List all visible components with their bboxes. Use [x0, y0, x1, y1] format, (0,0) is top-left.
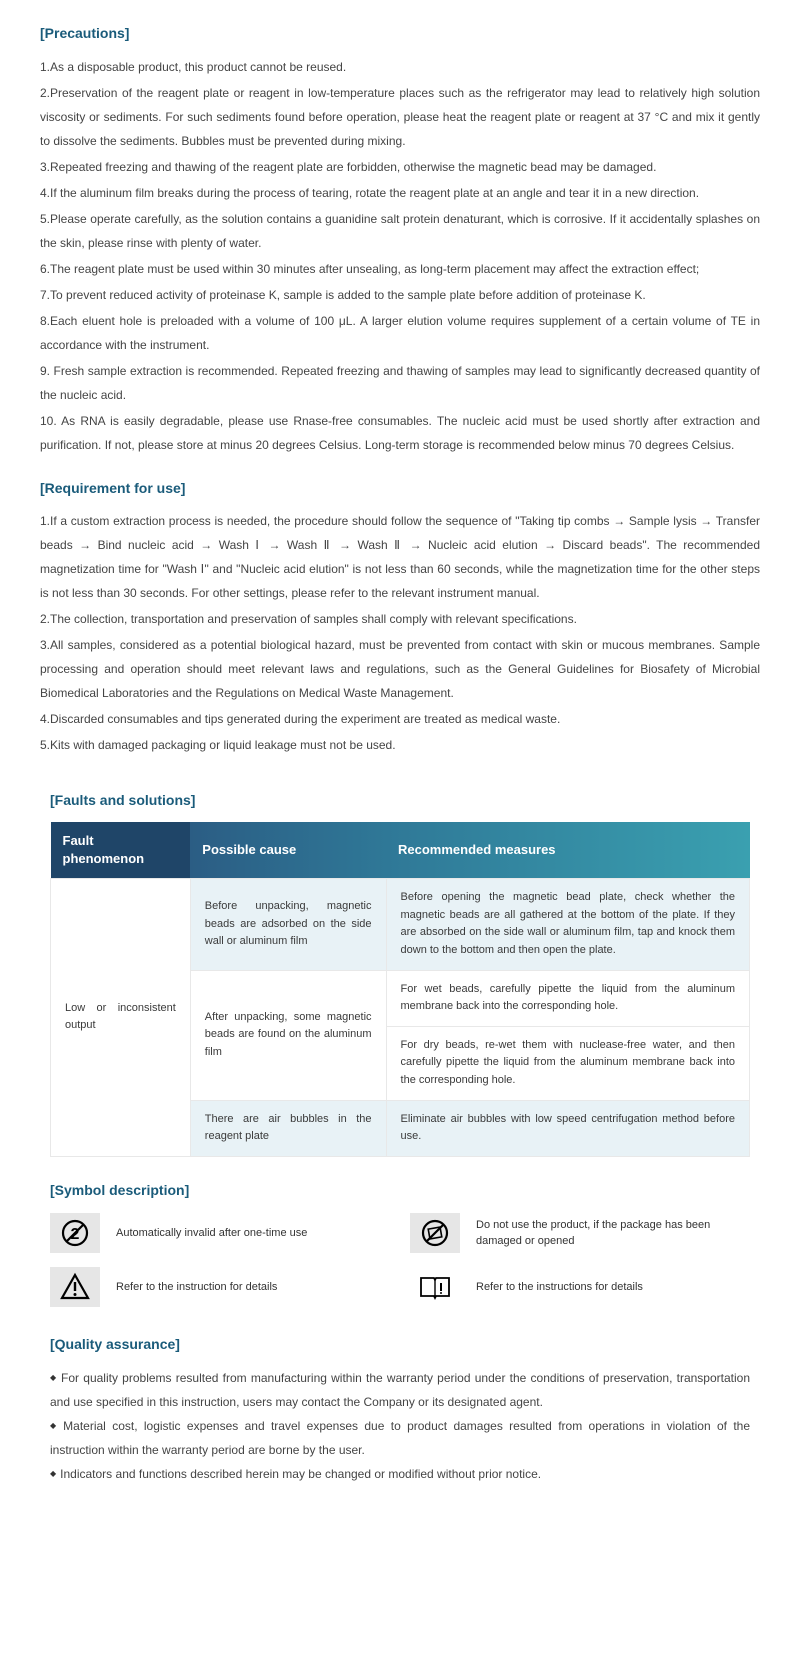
no-reuse-icon: 2 [50, 1213, 100, 1253]
quality-section: [Quality assurance] For quality problems… [40, 1331, 760, 1486]
requirement-item: 2.The collection, transportation and pre… [40, 607, 760, 631]
symbol-text: Refer to the instructions for details [476, 1279, 643, 1296]
precaution-item: 5.Please operate carefully, as the solut… [40, 207, 760, 255]
quality-item: For quality problems resulted from manuf… [50, 1366, 750, 1414]
caution-icon [50, 1267, 100, 1307]
symbol-text: Do not use the product, if the package h… [476, 1217, 750, 1250]
cause-cell: There are air bubbles in the reagent pla… [190, 1100, 386, 1156]
symbol-item: Refer to the instructions for details [410, 1267, 750, 1307]
measure-cell: Eliminate air bubbles with low speed cen… [386, 1100, 749, 1156]
symbol-item: 2 Automatically invalid after one-time u… [50, 1213, 390, 1253]
measure-cell: For dry beads, re-wet them with nuclease… [386, 1026, 749, 1100]
requirement-item: 3.All samples, considered as a potential… [40, 633, 760, 705]
th-fault: Fault phenomenon [51, 822, 191, 879]
symbol-section: [Symbol description] 2 Automatically inv… [40, 1177, 760, 1308]
measure-cell: Before opening the magnetic bead plate, … [386, 879, 749, 970]
symbol-text: Automatically invalid after one-time use [116, 1225, 307, 1242]
symbol-item: Do not use the product, if the package h… [410, 1213, 750, 1253]
faults-section: [Faults and solutions] Fault phenomenon … [40, 787, 760, 1157]
requirement-heading: [Requirement for use] [40, 475, 760, 502]
th-cause: Possible cause [190, 822, 386, 879]
precaution-item: 6.The reagent plate must be used within … [40, 257, 760, 281]
symbol-heading: [Symbol description] [50, 1177, 750, 1204]
quality-item: Material cost, logistic expenses and tra… [50, 1414, 750, 1462]
symbol-grid: 2 Automatically invalid after one-time u… [50, 1213, 750, 1307]
precaution-item: 3.Repeated freezing and thawing of the r… [40, 155, 760, 179]
precautions-body: 1.As a disposable product, this product … [40, 55, 760, 457]
quality-item: Indicators and functions described herei… [50, 1462, 750, 1486]
requirement-item: 4.Discarded consumables and tips generat… [40, 707, 760, 731]
cause-cell: Before unpacking, magnetic beads are ads… [190, 879, 386, 970]
faults-table: Fault phenomenon Possible cause Recommen… [50, 822, 750, 1157]
precaution-item: 7.To prevent reduced activity of protein… [40, 283, 760, 307]
manual-icon [410, 1267, 460, 1307]
precaution-item: 4.If the aluminum film breaks during the… [40, 181, 760, 205]
table-row: Low or inconsistent output Before unpack… [51, 879, 750, 970]
requirement-body: 1.If a custom extraction process is need… [40, 509, 760, 757]
symbol-text: Refer to the instruction for details [116, 1279, 277, 1296]
precaution-item: 8.Each eluent hole is preloaded with a v… [40, 309, 760, 357]
quality-heading: [Quality assurance] [50, 1331, 750, 1358]
symbol-item: Refer to the instruction for details [50, 1267, 390, 1307]
precaution-item: 2.Preservation of the reagent plate or r… [40, 81, 760, 153]
requirement-item: 1.If a custom extraction process is need… [40, 509, 760, 605]
damaged-package-icon [410, 1213, 460, 1253]
precaution-item: 10. As RNA is easily degradable, please … [40, 409, 760, 457]
precaution-item: 1.As a disposable product, this product … [40, 55, 760, 79]
measure-cell: For wet beads, carefully pipette the liq… [386, 970, 749, 1026]
precaution-item: 9. Fresh sample extraction is recommende… [40, 359, 760, 407]
table-header-row: Fault phenomenon Possible cause Recommen… [51, 822, 750, 879]
faults-heading: [Faults and solutions] [50, 787, 750, 814]
th-measures: Recommended measures [386, 822, 749, 879]
fault-cell: Low or inconsistent output [51, 879, 191, 1157]
requirement-item: 5.Kits with damaged packaging or liquid … [40, 733, 760, 757]
cause-cell: After unpacking, some magnetic beads are… [190, 970, 386, 1100]
precautions-heading: [Precautions] [40, 20, 760, 47]
